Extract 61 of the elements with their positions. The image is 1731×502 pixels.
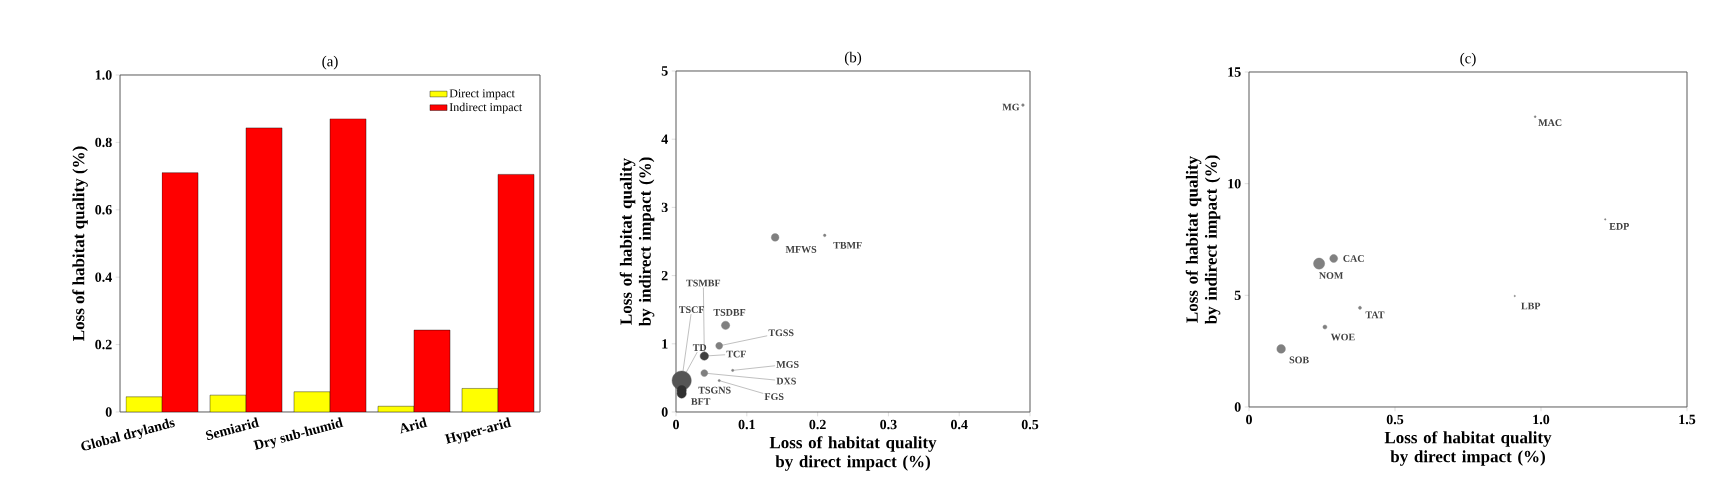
- x-axis-title: Loss of habitat quality by direct impact (%): [1384, 431, 1552, 466]
- x-tick-label: 1.5: [1679, 414, 1696, 425]
- y-axis-title: Loss of habitat quality by indirect impact (%): [619, 157, 655, 327]
- annotation: WOE: [1330, 333, 1355, 341]
- x-axis-title: Loss of habitat quality by direct impact (%): [769, 436, 937, 471]
- y-tick-label: 15: [1228, 67, 1241, 77]
- chart-title: (c): [1460, 52, 1476, 67]
- x-tick-label: Semiarid: [205, 417, 260, 440]
- annotation: TSDBF: [713, 309, 746, 316]
- chart-title: (b): [844, 51, 862, 66]
- y-tick-label: 0: [661, 407, 668, 417]
- annotation: DXS: [776, 377, 796, 385]
- y-axis-title: Loss of habitat quality (%): [72, 146, 88, 341]
- x-tick-label: 0: [673, 419, 679, 430]
- annotation: LBP: [1521, 302, 1541, 310]
- x-tick-label: 0.5: [1386, 414, 1404, 425]
- annotation: TSCF: [679, 306, 704, 313]
- annotation: TAT: [1365, 311, 1385, 319]
- annotation: SOB: [1289, 356, 1309, 364]
- y-tick-label: 5: [661, 66, 668, 76]
- annotation: TCF: [726, 350, 746, 358]
- annotation: TGSS: [768, 329, 794, 337]
- annotation: MGS: [776, 361, 799, 368]
- annotation: EDP: [1609, 223, 1629, 230]
- y-tick-label: 0.4: [95, 272, 112, 282]
- x-tick-label: 0.2: [809, 419, 826, 430]
- y-tick-label: 1.0: [95, 70, 112, 80]
- y-tick-label: 0.8: [95, 137, 112, 148]
- x-tick-label: 0.5: [1021, 419, 1039, 430]
- annotation: MG: [1002, 103, 1020, 111]
- y-tick-label: 0.2: [95, 339, 112, 350]
- y-tick-label: 5: [1234, 290, 1241, 300]
- y-tick-label: 3: [661, 202, 668, 213]
- legend-label: Direct impact: [449, 89, 515, 100]
- y-tick-label: 4: [661, 134, 668, 144]
- x-tick-label: 0.4: [950, 419, 968, 430]
- x-tick-label: 1.0: [1533, 414, 1550, 425]
- x-tick-label: Arid: [400, 417, 428, 434]
- y-tick-label: 2: [661, 270, 668, 281]
- annotation: FGS: [764, 393, 784, 400]
- y-tick-label: 10: [1228, 178, 1241, 189]
- annotation: BFT: [691, 398, 711, 405]
- annotation: TSMBF: [686, 279, 721, 287]
- legend-label: Indirect impact: [449, 102, 523, 114]
- x-tick-label: 0.1: [738, 419, 755, 430]
- x-tick-label: 0: [1246, 414, 1252, 425]
- y-tick-label: 0: [1234, 402, 1241, 412]
- x-tick-label: 0.3: [880, 419, 897, 430]
- y-tick-label: 1: [662, 339, 668, 349]
- y-axis-title: Loss of habitat quality by indirect impact (%): [1185, 155, 1221, 325]
- y-tick-label: 0: [105, 407, 112, 417]
- annotation: CAC: [1343, 255, 1364, 262]
- annotation: NOM: [1319, 272, 1344, 279]
- chart-title: (a): [322, 55, 338, 70]
- annotation: TD: [692, 344, 707, 351]
- annotation: MFWS: [785, 246, 817, 253]
- annotation: TSGNS: [698, 386, 731, 394]
- annotation: TBMF: [833, 242, 862, 249]
- annotation: MAC: [1538, 119, 1562, 127]
- y-tick-label: 0.6: [95, 205, 112, 215]
- x-tick-label: Global drylands: [81, 418, 175, 451]
